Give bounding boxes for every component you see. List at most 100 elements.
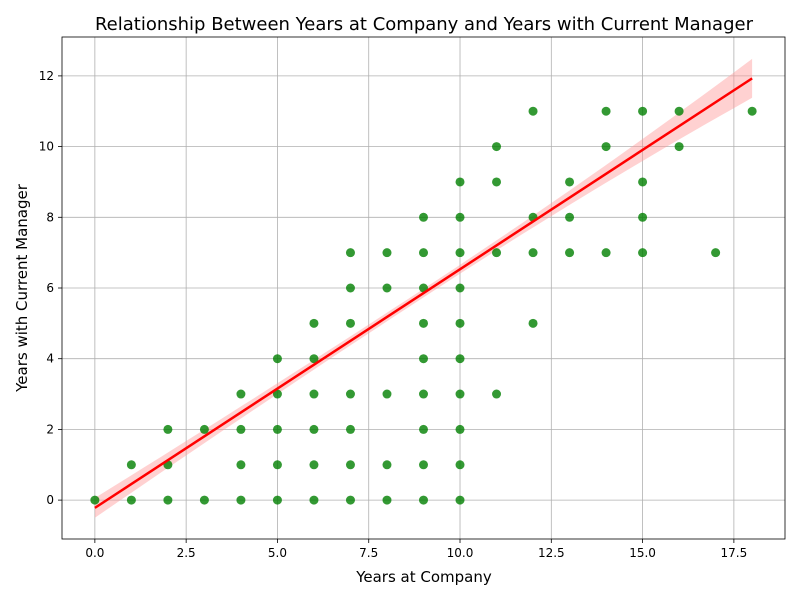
data-point — [747, 106, 757, 116]
data-point — [272, 495, 282, 505]
data-point — [382, 460, 392, 470]
data-point — [382, 248, 392, 258]
confidence-band — [94, 58, 753, 518]
data-point — [455, 460, 465, 470]
data-point — [528, 318, 538, 328]
scatter-points — [90, 106, 757, 505]
data-point — [90, 495, 100, 505]
data-point — [309, 389, 319, 399]
data-point — [455, 389, 465, 399]
x-axis-ticks: 0.0 2.5 5.0 7.5 10.0 12.5 15.0 17.5 — [85, 539, 747, 560]
data-point — [455, 177, 465, 187]
data-point — [601, 248, 611, 258]
data-point — [674, 106, 684, 116]
chart-title: Relationship Between Years at Company an… — [95, 14, 754, 35]
data-point — [492, 248, 502, 258]
confidence-band-area — [94, 58, 753, 518]
data-point — [309, 354, 319, 364]
y-tick-label: 4 — [46, 352, 54, 366]
data-point — [419, 212, 428, 222]
x-tick-label: 5.0 — [268, 546, 287, 560]
data-point — [309, 495, 319, 505]
x-tick-label: 15.0 — [629, 546, 656, 560]
data-point — [272, 389, 282, 399]
data-point — [492, 389, 502, 399]
x-axis-title: Years at Company — [355, 568, 492, 586]
data-point — [565, 248, 575, 258]
data-point — [345, 248, 355, 258]
data-point — [272, 460, 282, 470]
data-point — [382, 389, 392, 399]
data-point — [126, 495, 136, 505]
data-point — [382, 283, 392, 293]
data-point — [345, 424, 355, 434]
data-point — [455, 318, 465, 328]
data-point — [419, 460, 428, 470]
data-point — [638, 106, 648, 116]
data-point — [309, 424, 319, 434]
data-point — [638, 177, 648, 187]
y-tick-label: 2 — [46, 422, 54, 436]
data-point — [199, 495, 209, 505]
data-point — [345, 460, 355, 470]
data-point — [492, 142, 502, 152]
data-point — [309, 460, 319, 470]
data-point — [528, 106, 538, 116]
data-point — [492, 177, 502, 187]
data-point — [638, 248, 648, 258]
data-point — [565, 212, 575, 222]
data-point — [455, 354, 465, 364]
y-tick-label: 10 — [39, 140, 54, 154]
data-point — [272, 354, 282, 364]
data-point — [455, 248, 465, 258]
data-point — [272, 424, 282, 434]
data-point — [711, 248, 721, 258]
data-point — [345, 495, 355, 505]
data-point — [455, 495, 465, 505]
data-point — [163, 424, 173, 434]
data-point — [455, 424, 465, 434]
data-point — [455, 212, 465, 222]
data-point — [601, 106, 611, 116]
x-tick-label: 7.5 — [359, 546, 378, 560]
data-point — [419, 495, 428, 505]
data-point — [236, 495, 246, 505]
x-tick-label: 2.5 — [177, 546, 196, 560]
y-tick-label: 6 — [46, 281, 54, 295]
data-point — [419, 318, 428, 328]
data-point — [419, 354, 428, 364]
data-point — [236, 424, 246, 434]
data-point — [674, 142, 684, 152]
x-tick-label: 10.0 — [447, 546, 474, 560]
data-point — [419, 424, 428, 434]
data-point — [345, 389, 355, 399]
data-point — [236, 389, 246, 399]
x-tick-label: 0.0 — [85, 546, 104, 560]
data-point — [638, 212, 648, 222]
data-point — [419, 389, 428, 399]
x-tick-label: 17.5 — [721, 546, 748, 560]
data-point — [236, 460, 246, 470]
data-point — [163, 495, 173, 505]
data-point — [382, 495, 392, 505]
y-axis-ticks: 0 2 4 6 8 10 12 — [39, 69, 62, 507]
x-tick-label: 12.5 — [538, 546, 565, 560]
data-point — [455, 283, 465, 293]
y-tick-label: 8 — [46, 210, 54, 224]
data-point — [345, 283, 355, 293]
data-point — [528, 248, 538, 258]
data-point — [419, 248, 428, 258]
y-tick-label: 0 — [46, 493, 54, 507]
data-point — [309, 318, 319, 328]
data-point — [199, 424, 209, 434]
y-axis-title: Years with Current Manager — [13, 183, 31, 393]
data-point — [126, 460, 136, 470]
data-point — [565, 177, 575, 187]
data-point — [601, 142, 611, 152]
regression-line-path — [94, 77, 753, 509]
regression-line — [94, 77, 753, 509]
data-point — [345, 318, 355, 328]
y-tick-label: 12 — [39, 69, 54, 83]
